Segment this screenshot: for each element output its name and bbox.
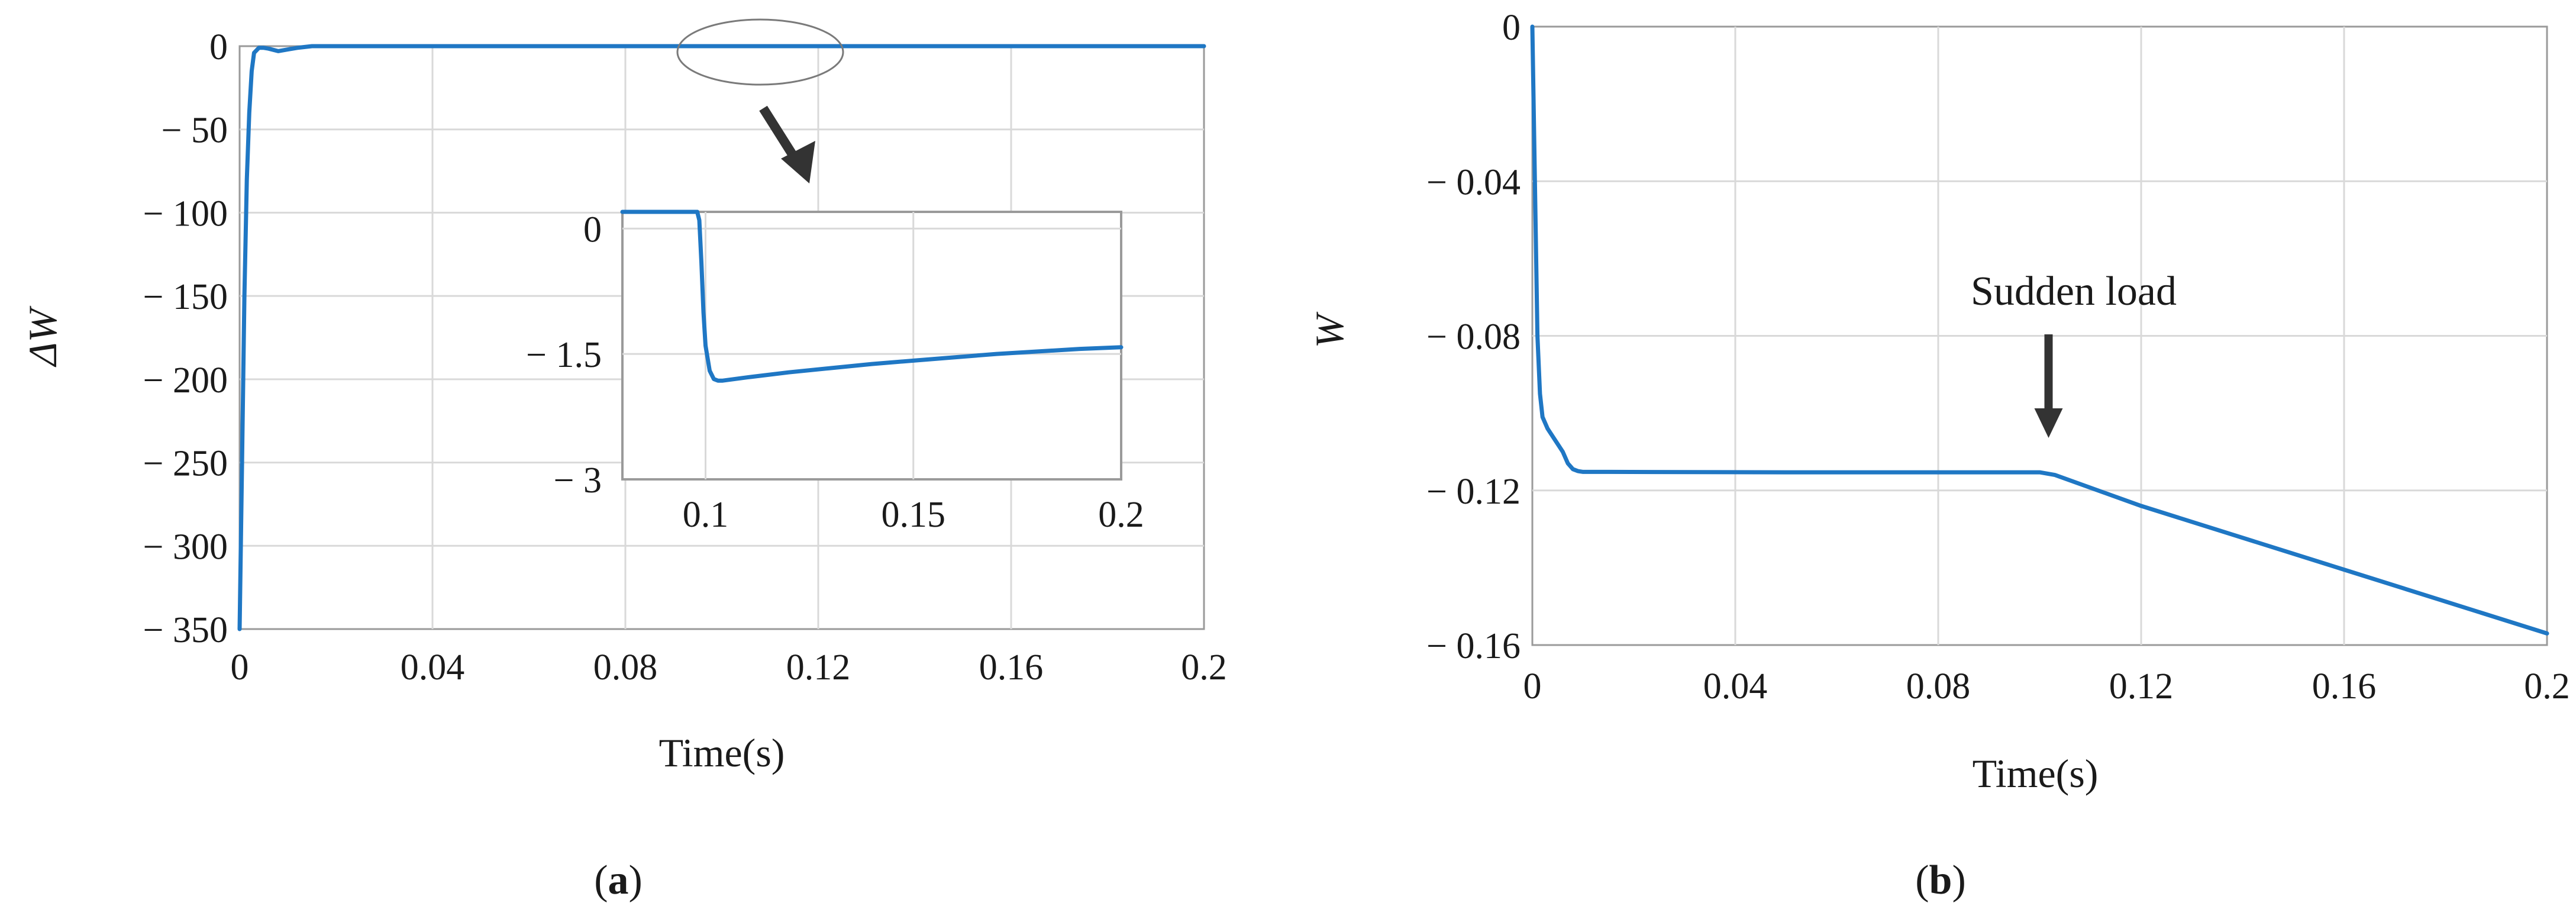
panel-b-y-tick-label: − 0.12: [1426, 472, 1521, 512]
panel-b-chart: 0 0.04 0.08 0.12 0.16 0.2 0 − 0.04 − 0.08 − 0.12 −…: [1307, 8, 2570, 796]
panel-b-x-tick-label: 0.08: [1906, 666, 1971, 707]
panel-a-y-tick-label: − 250: [143, 444, 228, 484]
inset-y-tick-label: − 3: [554, 460, 602, 501]
inset-plot-area: [621, 211, 1122, 481]
panel-b-x-tick-label: 0.04: [1703, 666, 1768, 707]
panel-a-y-tick-label: − 300: [143, 527, 228, 567]
panel-b-series-line: [1530, 24, 2549, 636]
panel-a-label: (a): [594, 857, 643, 903]
zoom-arrow-shaft: [759, 105, 800, 163]
panel-b-label: (b): [1915, 857, 1966, 903]
panel-a-x-tick-label: 0.08: [593, 647, 658, 688]
panel-b-x-tick-label: 0.12: [2109, 666, 2174, 707]
panel-a-x-tick-label: 0.2: [1181, 647, 1227, 688]
panel-a-x-tick-label: 0.16: [979, 647, 1044, 688]
sudden-load-arrow-head: [2034, 408, 2063, 438]
inset-x-tick-label: 0.1: [683, 495, 729, 535]
panel-a-y-tick-label: − 200: [143, 360, 228, 401]
panel-b-y-tick-label: 0: [1502, 8, 1521, 48]
panel-a-series-line: [237, 44, 1206, 631]
panel-a-y-axis-label: ΔW: [20, 305, 65, 367]
panel-a-x-tick-label: 0.12: [786, 647, 851, 688]
inset-series-line: [620, 209, 1124, 383]
panel-b-x-tick-label: 0: [1523, 666, 1542, 707]
panel-b-y-axis-label: W: [1307, 311, 1352, 348]
panel-b-x-tick-label: 0.16: [2312, 666, 2377, 707]
inset-y-tick-label: − 1.5: [526, 335, 602, 375]
panel-a-y-tick-label: − 50: [162, 111, 228, 151]
panel-a-y-tick-label: − 100: [143, 194, 228, 234]
inset-chart: 0.1 0.15 0.2 0 − 1.5 − 3: [526, 209, 1144, 535]
panel-b-x-axis-label: Time(s): [1973, 751, 2099, 796]
inset-x-tick-label: 0.2: [1098, 495, 1144, 535]
panel-a-label-letter: a: [608, 857, 629, 903]
panel-a-chart: 0 0.04 0.08 0.12 0.16 0.2 0 − 50 − 100 − 150 − 200…: [20, 18, 1227, 775]
sudden-load-annotation: Sudden load: [1971, 269, 2177, 314]
inset-x-tick-label: 0.15: [882, 495, 946, 535]
panel-b-y-tick-label: − 0.04: [1426, 162, 1521, 202]
inset-y-tick-label: 0: [583, 209, 602, 250]
panel-b-x-tick-label: 0.2: [2524, 666, 2570, 707]
zoom-region-ellipse: [676, 18, 844, 86]
panel-a-y-tick-label: − 350: [143, 610, 228, 650]
panel-a-x-tick-label: 0: [231, 647, 249, 688]
panel-b-label-letter: b: [1929, 857, 1952, 903]
zoom-arrow-head: [781, 141, 815, 183]
panel-a-x-tick-label: 0.04: [401, 647, 465, 688]
panel-b-y-tick-label: − 0.08: [1426, 317, 1521, 357]
panel-a-y-tick-label: 0: [209, 27, 228, 67]
panel-a-x-axis-label: Time(s): [659, 730, 785, 775]
panel-a-y-tick-label: − 150: [143, 277, 228, 317]
panel-b-y-tick-label: − 0.16: [1426, 626, 1521, 666]
